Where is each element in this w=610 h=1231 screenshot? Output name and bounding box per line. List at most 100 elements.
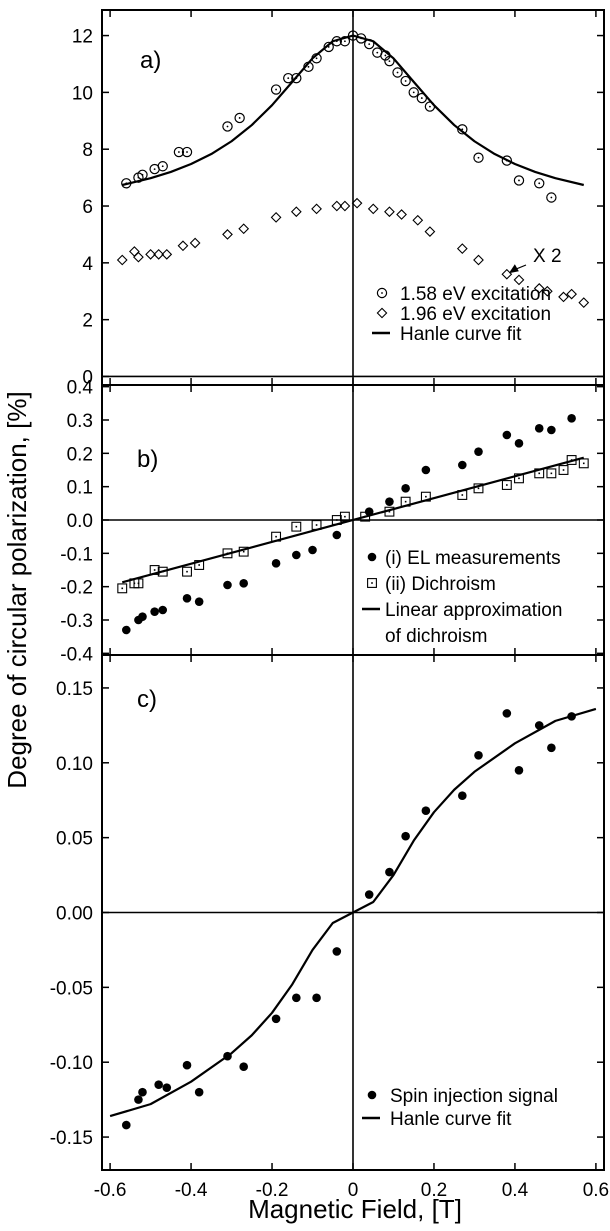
- fit-line: [109, 707, 597, 1118]
- data-point-dot: [327, 46, 330, 48]
- data-point: [181, 146, 193, 158]
- data-point: [239, 1062, 248, 1072]
- data-point: [534, 424, 544, 433]
- data-point: [458, 791, 467, 801]
- data-point: [401, 484, 410, 493]
- data-point: [238, 223, 250, 235]
- data-point: [239, 579, 248, 588]
- data-point: [162, 1083, 172, 1092]
- data-point: [308, 545, 317, 555]
- x-tick-label: -0.2: [256, 1180, 289, 1201]
- data-point: [194, 597, 204, 606]
- data-point: [138, 1087, 147, 1097]
- annotation-text: X 2: [533, 246, 562, 267]
- data-point-dot: [121, 587, 124, 590]
- data-point: [116, 254, 128, 266]
- data-point: [311, 203, 322, 215]
- data-point: [312, 993, 321, 1003]
- data-point: [270, 84, 282, 95]
- data-point: [578, 297, 590, 308]
- series-1: [121, 709, 576, 1130]
- data-point: [547, 425, 556, 435]
- data-point: [153, 248, 165, 260]
- data-point-dot: [538, 182, 541, 185]
- panel-label: a): [140, 47, 161, 74]
- data-point: [578, 458, 589, 469]
- data-point: [513, 175, 525, 186]
- legend-marker-dot: [371, 582, 373, 584]
- data-point-dot: [506, 484, 508, 486]
- data-point-dot: [388, 60, 391, 63]
- series-2: [116, 197, 590, 308]
- data-point: [456, 243, 468, 255]
- legend-label: 1.58 eV excitation: [400, 284, 551, 305]
- data-point: [271, 1014, 281, 1024]
- data-point: [283, 72, 294, 84]
- data-point: [364, 507, 374, 516]
- data-point: [385, 867, 394, 877]
- x-tick-label: 0.4: [502, 1180, 529, 1201]
- data-point: [271, 559, 281, 568]
- data-point: [292, 550, 301, 560]
- y-tick-label: 0.05: [56, 829, 93, 850]
- data-point: [291, 521, 302, 532]
- x-tick-label: 0: [348, 1180, 359, 1201]
- y-tick-label: -0.3: [60, 611, 93, 632]
- data-point: [514, 765, 524, 775]
- data-point-dot: [538, 472, 541, 475]
- data-point-dot: [384, 54, 387, 57]
- data-point: [514, 439, 524, 448]
- legend-marker: [367, 1090, 377, 1100]
- data-point: [384, 206, 395, 218]
- data-point-dot: [477, 487, 480, 490]
- data-point: [473, 254, 484, 266]
- data-point: [384, 55, 395, 67]
- data-point: [400, 75, 411, 87]
- data-point: [474, 447, 483, 456]
- data-point-dot: [186, 570, 188, 573]
- data-point-dot: [141, 173, 144, 176]
- y-tick-label: 12: [72, 27, 93, 48]
- legend-label: (ii) Dichroism: [385, 574, 496, 595]
- data-point: [558, 465, 569, 475]
- data-point: [567, 414, 576, 423]
- data-point: [173, 146, 185, 158]
- data-point-dot: [275, 88, 277, 91]
- data-point-dot: [550, 472, 553, 475]
- data-point: [474, 751, 483, 760]
- data-point-dot: [153, 569, 156, 571]
- data-point: [547, 743, 556, 753]
- data-point: [222, 229, 233, 240]
- y-tick-label: 4: [82, 254, 93, 275]
- data-point: [546, 192, 557, 203]
- y-tick-label: 6: [82, 197, 93, 218]
- data-point-dot: [425, 495, 427, 498]
- legend-marker-dot: [381, 292, 383, 294]
- x-tick-label: -0.6: [94, 1180, 127, 1201]
- data-point: [158, 605, 168, 615]
- data-point: [121, 1120, 131, 1130]
- data-point: [331, 200, 343, 212]
- data-point-dot: [295, 525, 298, 528]
- data-point-dot: [404, 500, 407, 503]
- data-point: [396, 209, 407, 220]
- data-point: [290, 206, 302, 218]
- panel-label: c): [137, 686, 157, 713]
- data-point-dot: [186, 151, 188, 153]
- series-1: [121, 414, 576, 635]
- y-tick-label: 0.3: [67, 411, 93, 432]
- y-tick-label: 0.4: [67, 378, 94, 399]
- data-point-dot: [344, 515, 346, 518]
- series-2: [109, 707, 597, 1118]
- data-point: [182, 566, 192, 577]
- legend-marker: [376, 287, 388, 299]
- data-point: [182, 594, 192, 603]
- data-point: [364, 890, 374, 899]
- data-point: [412, 214, 424, 226]
- x-axis-title: Magnetic Field, [T]: [248, 1194, 462, 1224]
- data-point-dot: [461, 494, 464, 496]
- data-point: [150, 607, 159, 616]
- data-point-dot: [226, 125, 229, 128]
